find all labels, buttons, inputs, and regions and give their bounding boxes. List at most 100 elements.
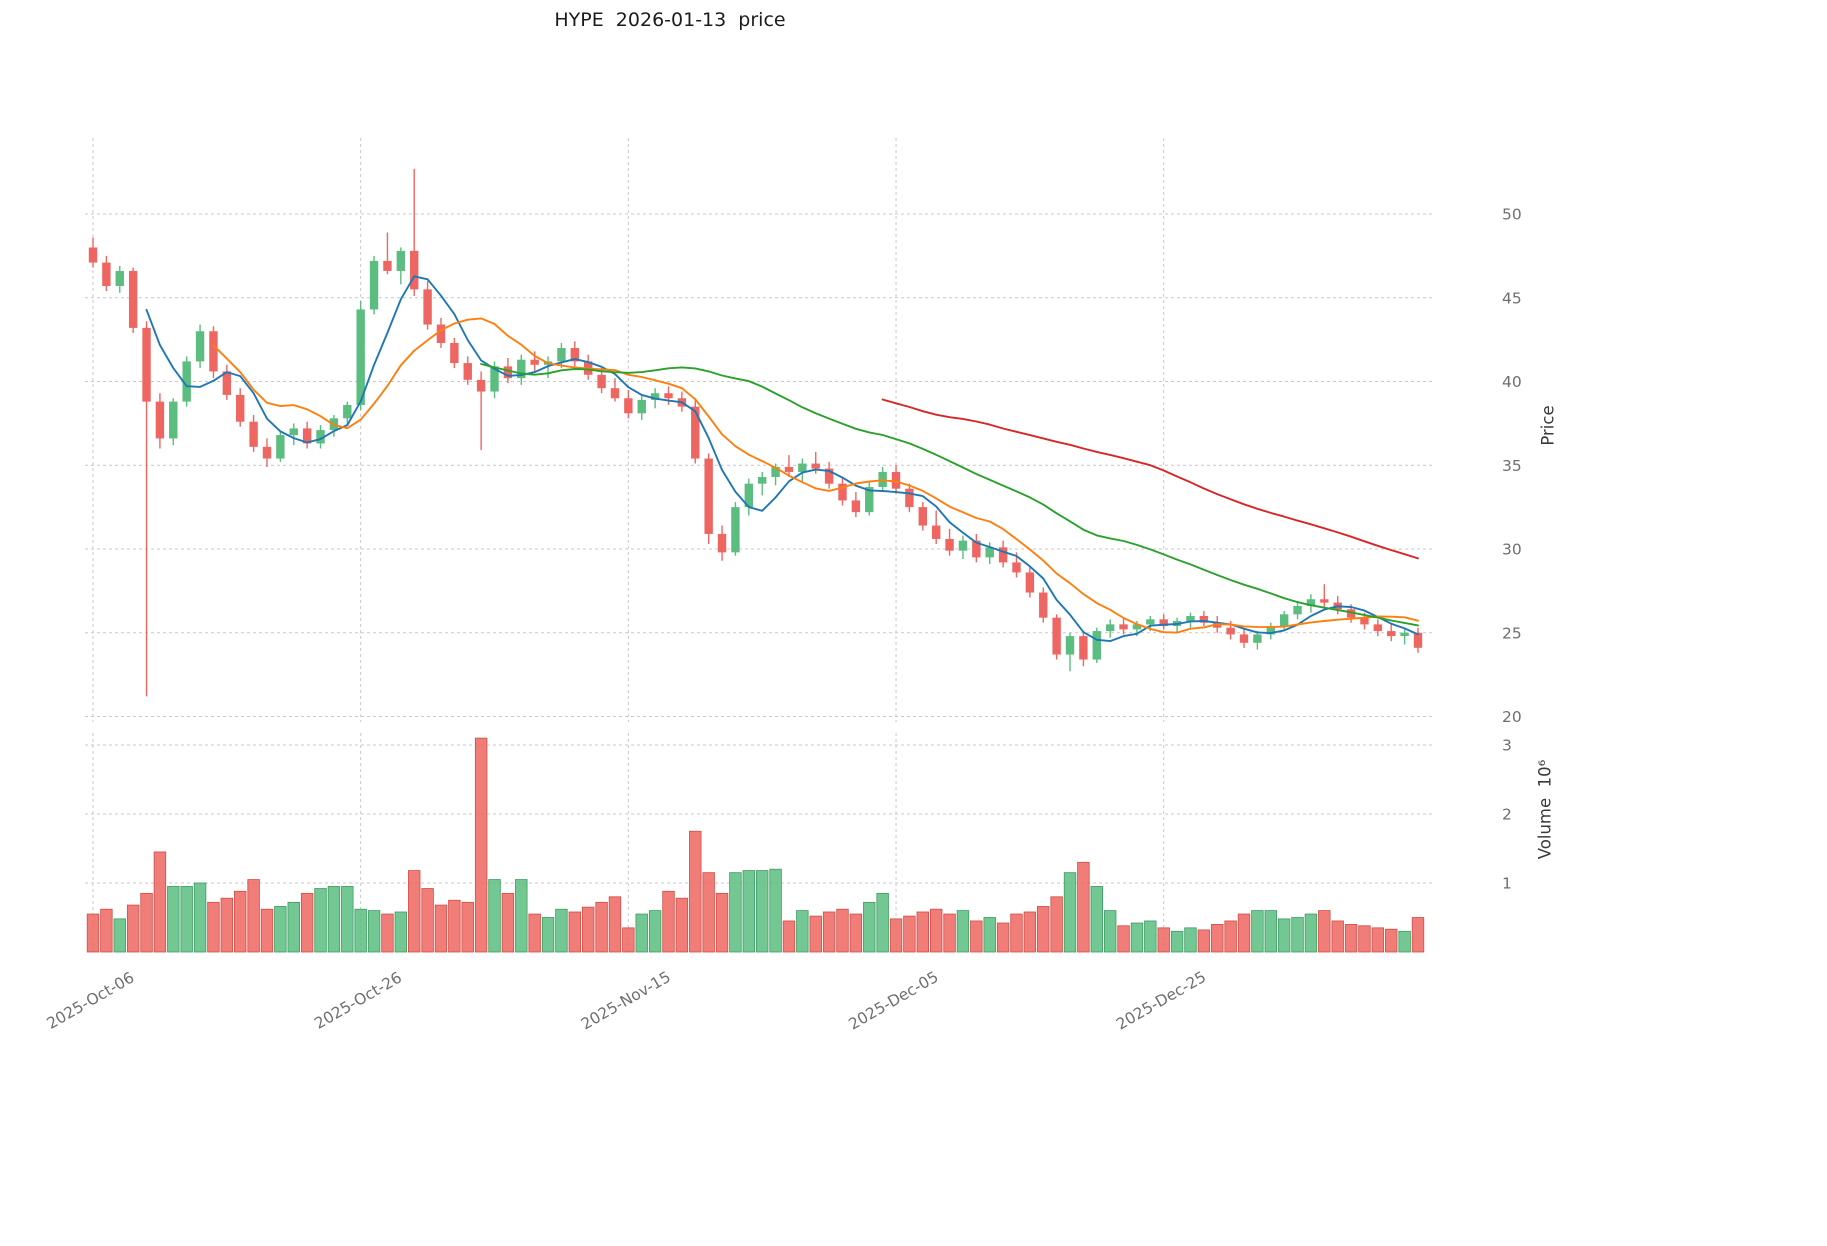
volume-bar: [1157, 927, 1170, 953]
volume-bar: [568, 911, 582, 953]
candle-body: [958, 540, 968, 551]
volume-bar: [1197, 929, 1211, 953]
volume-bar: [86, 913, 100, 953]
candle-body: [945, 538, 954, 551]
chart-title: HYPE 2026-01-13 price: [554, 9, 786, 31]
candle-body: [1092, 631, 1101, 660]
volume-bar: [1237, 913, 1251, 953]
volume-bar: [635, 913, 648, 953]
volume-bar: [1251, 910, 1264, 953]
x-tick-label: 2025-Nov-15: [578, 968, 674, 1034]
candle-body: [757, 476, 767, 484]
volume-bar: [996, 922, 1010, 953]
candle-body: [717, 533, 727, 553]
volume-bar: [193, 882, 207, 953]
candle-body: [1239, 634, 1249, 643]
candle-body: [155, 401, 165, 439]
candle-body: [905, 488, 914, 508]
volume-bar: [528, 913, 541, 953]
volume-bar: [515, 879, 528, 953]
volume-bar: [113, 918, 126, 953]
x-tick-label: 2025-Oct-06: [44, 968, 138, 1032]
candle-body: [88, 247, 98, 263]
candle-body: [704, 458, 713, 534]
volume-bar: [1184, 927, 1197, 953]
candle-body: [972, 540, 981, 558]
candle-body: [450, 342, 459, 364]
price-tick-label: 40: [1502, 373, 1522, 391]
volume-bar: [1371, 927, 1385, 953]
candle-body: [1159, 619, 1168, 627]
volume-bar: [461, 901, 474, 953]
ma-line-5: [145, 275, 1419, 643]
candle-body: [383, 260, 392, 271]
volume-bar: [287, 901, 300, 953]
candle-body: [891, 471, 901, 489]
candle-body: [236, 394, 245, 422]
candle-body: [1052, 617, 1061, 655]
candle-body: [490, 366, 499, 392]
candle-body: [597, 374, 606, 389]
candle-body: [262, 446, 272, 459]
candle-body: [102, 262, 111, 287]
volume-bar: [488, 879, 501, 953]
x-tick-label: 2025-Dec-25: [1113, 968, 1209, 1034]
candle-body: [1360, 617, 1369, 625]
candle-body: [798, 463, 807, 472]
candle-body: [1320, 599, 1329, 603]
volume-bar: [1090, 886, 1103, 953]
volume-bar: [702, 872, 715, 953]
volume-bar: [836, 908, 849, 953]
candle-body: [1025, 572, 1035, 593]
volume-bar: [167, 886, 180, 953]
volume-bar: [608, 896, 622, 953]
volume-bar: [260, 908, 274, 953]
gridlines: [85, 138, 1432, 952]
candle-body: [302, 428, 312, 444]
volume-bar: [849, 913, 863, 953]
candle-body: [931, 525, 941, 539]
candle-body: [985, 547, 994, 558]
volume-bar: [1050, 896, 1063, 953]
candle-body: [1413, 632, 1423, 648]
volume-bar: [876, 892, 889, 953]
candle-body: [142, 327, 151, 402]
volume-bar: [300, 892, 314, 953]
volume-bar: [434, 904, 448, 953]
ma-line-60: [881, 398, 1419, 560]
candle-body: [182, 361, 191, 402]
ma-line-30: [480, 363, 1419, 627]
volume-bar: [234, 890, 247, 953]
volume-bar: [100, 908, 113, 953]
candle-body: [1279, 614, 1289, 627]
candle-body: [824, 468, 834, 484]
volume-bar: [220, 897, 234, 953]
volume-bar: [1304, 913, 1318, 953]
candle-body: [771, 466, 780, 477]
candle-body: [249, 421, 258, 447]
candle-body: [1346, 609, 1356, 618]
volume-bar: [1277, 918, 1291, 953]
candle-body: [316, 430, 325, 444]
volume-bar: [903, 915, 916, 953]
price-tick-label: 20: [1502, 708, 1522, 726]
volume-bar: [943, 913, 956, 953]
volume-bar: [1037, 906, 1050, 953]
candle-body: [222, 371, 232, 395]
volume-bar: [126, 904, 140, 953]
candle-body: [610, 388, 620, 399]
volume-bar: [474, 737, 488, 953]
volume-bar: [354, 908, 367, 953]
candle-body: [530, 359, 539, 365]
candle-body: [637, 399, 646, 414]
candle-body: [650, 393, 660, 400]
volume-bar: [1130, 922, 1144, 953]
volume-bar: [689, 830, 702, 953]
candle-body: [1186, 616, 1195, 622]
volume-bar: [180, 886, 193, 953]
volume-bar: [367, 910, 381, 953]
volume-bar: [595, 901, 608, 953]
volume-bar: [863, 901, 876, 953]
